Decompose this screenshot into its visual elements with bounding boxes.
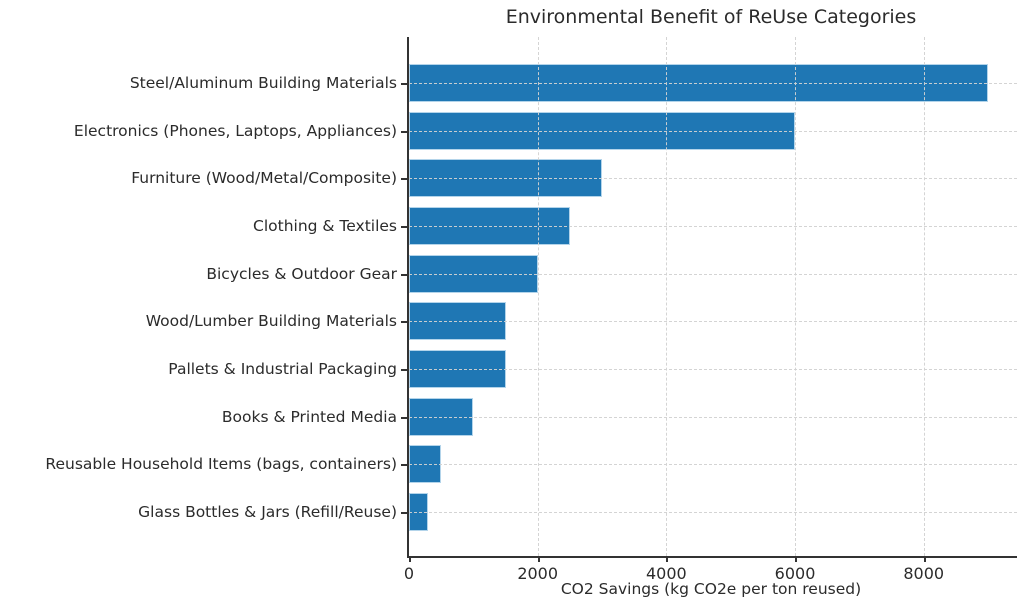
y-gridline — [409, 369, 1017, 371]
plot-rows — [401, 37, 1017, 556]
y-axis-labels: Steel/Aluminum Building Materials Electro… — [0, 37, 397, 556]
x-tick-mark — [923, 556, 926, 562]
x-gridline — [666, 37, 668, 556]
y-tick-label: Furniture (Wood/Metal/Composite) — [131, 169, 397, 188]
y-tick-label: Clothing & Textiles — [253, 216, 397, 235]
bar-row — [401, 441, 1017, 489]
x-tick-mark — [795, 556, 798, 562]
y-gridline — [409, 512, 1017, 514]
y-tick-mark — [401, 512, 407, 515]
y-gridline — [409, 82, 1017, 84]
y-gridline — [409, 464, 1017, 466]
x-axis-label: CO2 Savings (kg CO2e per ton reused) — [560, 580, 862, 598]
y-tick-label: Books & Printed Media — [221, 407, 397, 426]
x-tick-mark — [666, 556, 669, 562]
y-gridline — [409, 321, 1017, 323]
y-gridline — [409, 416, 1017, 418]
y-tick-label: Reusable Household Items (bags, containe… — [45, 455, 397, 474]
y-tick-label: Wood/Lumber Building Materials — [145, 312, 397, 331]
y-tick-label: Electronics (Phones, Laptops, Appliances… — [73, 121, 397, 140]
x-gridline — [537, 37, 539, 556]
x-tick-label: 6000 — [774, 564, 816, 583]
y-tick-label: Glass Bottles & Jars (Refill/Reuse) — [138, 503, 397, 522]
bar-row — [401, 393, 1017, 441]
x-gridline — [923, 37, 925, 556]
y-tick-mark — [401, 369, 407, 372]
y-tick-mark — [401, 130, 407, 133]
y-tick-mark — [401, 178, 407, 181]
y-tick-mark — [401, 273, 407, 276]
bar-row — [401, 107, 1017, 155]
bar-row — [401, 298, 1017, 346]
x-gridline — [795, 37, 797, 556]
y-tick-label: Steel/Aluminum Building Materials — [129, 73, 397, 92]
y-tick-mark — [401, 464, 407, 467]
y-tick-mark — [401, 321, 407, 324]
x-tick-mark — [409, 556, 411, 562]
bar-row — [401, 488, 1017, 536]
x-tick-mark — [537, 556, 540, 562]
x-tick-label: 8000 — [903, 564, 945, 583]
y-tick-mark — [401, 225, 407, 228]
plot-area: 0 2000 4000 6000 8000 — [401, 37, 1017, 583]
x-tick-label: 0 — [403, 564, 415, 583]
x-tick-label: 4000 — [645, 564, 687, 583]
y-tick-mark — [401, 82, 407, 85]
chart-title: Environmental Benefit of ReUse Categorie… — [505, 6, 917, 28]
bar-row — [401, 59, 1017, 107]
y-gridline — [409, 178, 1017, 180]
y-gridline — [409, 273, 1017, 275]
y-tick-mark — [401, 416, 407, 419]
bar-row — [401, 154, 1017, 202]
y-gridline — [409, 130, 1017, 132]
bar-row — [401, 250, 1017, 298]
bar-row — [401, 345, 1017, 393]
y-gridline — [409, 225, 1017, 227]
y-tick-label: Bicycles & Outdoor Gear — [206, 264, 397, 283]
y-tick-label: Pallets & Industrial Packaging — [168, 360, 397, 379]
x-tick-label: 2000 — [517, 564, 559, 583]
bar-row — [401, 202, 1017, 250]
